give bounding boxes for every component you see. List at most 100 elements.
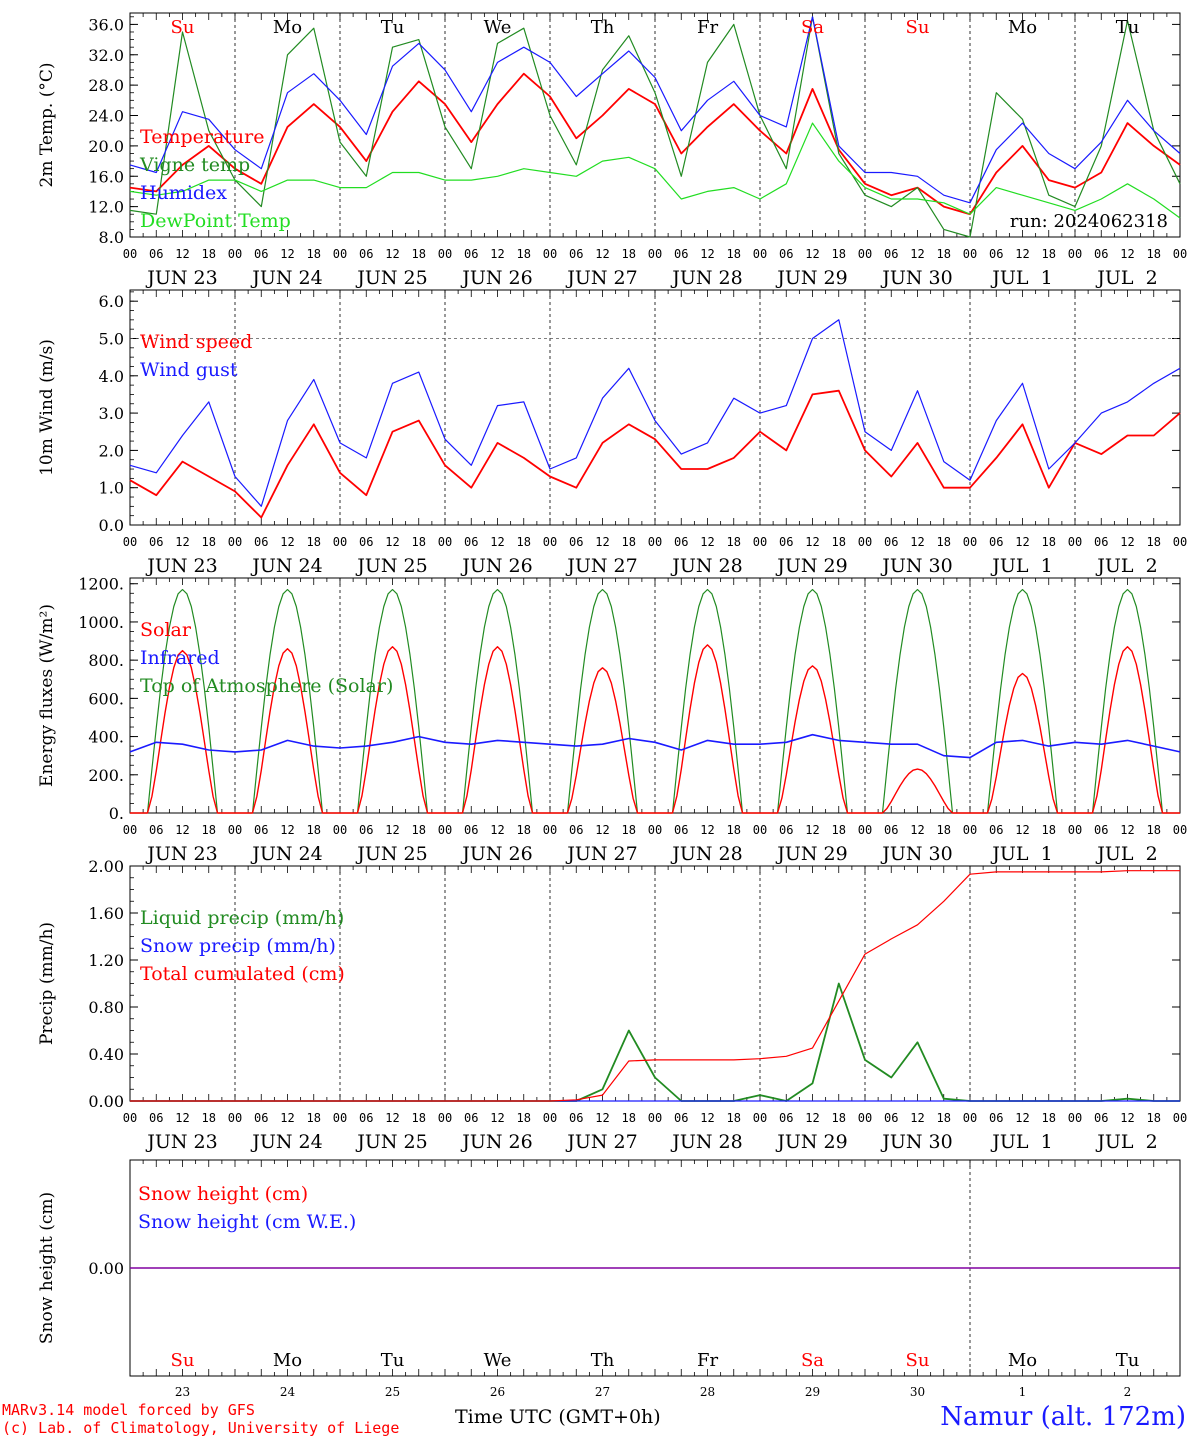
hour-tick-label: 12 [805, 535, 819, 549]
hour-tick-label: 12 [700, 247, 714, 261]
hour-tick-label: 00 [333, 247, 347, 261]
hour-tick-label: 12 [1015, 535, 1029, 549]
hour-tick-label: 06 [569, 535, 583, 549]
humidex-line [129, 16, 1181, 204]
hour-tick-label: 12 [175, 823, 189, 837]
legend-entry: Total cumulated (cm) [140, 963, 345, 985]
hour-tick-label: 12 [910, 1111, 924, 1125]
hour-tick-label: 18 [202, 535, 216, 549]
hour-tick-label: 06 [569, 823, 583, 837]
y-tick-label: 20.0 [88, 137, 124, 156]
hour-tick-label: 12 [280, 535, 294, 549]
y-tick-label: 28.0 [88, 76, 124, 95]
hour-tick-label: 00 [543, 823, 557, 837]
y-tick-label: 0.0 [99, 516, 124, 535]
hour-tick-label: 18 [622, 247, 636, 261]
hour-tick-label: 00 [333, 823, 347, 837]
hour-tick-label: 06 [464, 535, 478, 549]
hour-tick-label: 00 [123, 535, 137, 549]
date-label: JUL 2 [1095, 555, 1157, 577]
hour-tick-label: 12 [1120, 535, 1134, 549]
day-number: 24 [280, 1385, 296, 1399]
hour-tick-label: 00 [438, 535, 452, 549]
hour-tick-label: 18 [727, 535, 741, 549]
date-label: JUN 28 [670, 1131, 742, 1153]
date-label: JUN 26 [460, 555, 532, 577]
hour-tick-label: 00 [1068, 535, 1082, 549]
credit-line-lab: (c) Lab. of Climatology, University of L… [2, 1419, 400, 1437]
day-number: 29 [805, 1385, 820, 1399]
y-tick-label: 5.0 [99, 329, 124, 348]
date-label: JUN 29 [775, 267, 847, 289]
y-tick-label: 1200. [78, 575, 124, 594]
legend-entry: Snow precip (mm/h) [140, 935, 336, 957]
hour-tick-label: 00 [228, 247, 242, 261]
y-tick-label: 2.00 [88, 857, 124, 876]
y-axis-label: Snow height (cm) [37, 1192, 57, 1344]
hour-tick-label: 06 [359, 535, 373, 549]
day-abbr-bottom: Su [171, 1350, 195, 1371]
dewpoint-temp-line [129, 122, 1181, 219]
day-abbr-bottom: Tu [1116, 1350, 1140, 1371]
date-label: JUN 27 [565, 1131, 637, 1153]
legend-entry: Solar [140, 619, 192, 641]
hour-tick-label: 00 [1173, 823, 1187, 837]
infrared-line [129, 733, 1181, 759]
hour-tick-label: 18 [202, 823, 216, 837]
hour-tick-label: 18 [622, 535, 636, 549]
hour-tick-label: 12 [700, 1111, 714, 1125]
solar-line [130, 644, 1180, 814]
panel-4: 0.00 0.40 0.80 1.20 1.60 2.00 Precip (mm/h) Liq… [37, 857, 1187, 1153]
total-cumulated-cm-line [130, 870, 1180, 1102]
panel-1: 8.0 12.0 16.0 20.0 24.0 28.0 32.0 36.0 2m Temp. … [37, 12, 1187, 289]
hour-tick-label: 06 [254, 535, 268, 549]
hour-tick-label: 06 [254, 247, 268, 261]
hour-tick-label: 12 [1120, 1111, 1134, 1125]
hour-tick-label: 12 [1015, 1111, 1029, 1125]
hour-tick-label: 00 [858, 535, 872, 549]
day-abbr-bottom: Su [906, 1350, 930, 1371]
hour-tick-label: 00 [1068, 247, 1082, 261]
date-label: JUL 1 [990, 1131, 1052, 1153]
hour-tick-label: 18 [727, 823, 741, 837]
date-label: JUN 30 [880, 267, 952, 289]
date-label: JUN 26 [460, 843, 532, 865]
hour-tick-label: 12 [280, 247, 294, 261]
date-label: JUN 27 [565, 555, 637, 577]
hour-tick-label: 06 [1094, 247, 1108, 261]
y-tick-label: 0. [109, 804, 124, 823]
hour-tick-label: 00 [858, 1111, 872, 1125]
toa-solar-line [130, 588, 1180, 814]
hour-tick-label: 18 [1042, 535, 1056, 549]
hour-tick-label: 12 [595, 823, 609, 837]
hour-tick-label: 00 [858, 247, 872, 261]
hour-tick-label: 18 [937, 823, 951, 837]
hour-tick-label: 12 [175, 247, 189, 261]
temperature-line [129, 72, 1181, 216]
date-label: JUN 26 [460, 1131, 532, 1153]
y-tick-label: 600. [88, 689, 124, 708]
hour-tick-label: 00 [648, 535, 662, 549]
hour-tick-label: 00 [963, 535, 977, 549]
hour-tick-label: 00 [438, 823, 452, 837]
date-label: JUN 28 [670, 843, 742, 865]
hour-tick-label: 00 [963, 823, 977, 837]
hour-tick-label: 18 [307, 1111, 321, 1125]
hour-tick-label: 06 [254, 823, 268, 837]
hour-tick-label: 12 [805, 1111, 819, 1125]
day-number: 28 [700, 1385, 715, 1399]
hour-tick-label: 00 [648, 247, 662, 261]
hour-tick-label: 06 [464, 1111, 478, 1125]
hour-tick-label: 00 [648, 1111, 662, 1125]
date-label: JUL 1 [990, 555, 1052, 577]
date-label: JUN 28 [670, 555, 742, 577]
hour-tick-label: 12 [175, 535, 189, 549]
model-credit: MARv3.14 model forced by GFS (c) Lab. of… [2, 1401, 399, 1437]
day-number: 25 [385, 1385, 400, 1399]
day-abbr-bottom: Th [591, 1350, 615, 1371]
hour-tick-label: 06 [884, 823, 898, 837]
legend-entry: Snow height (cm) [138, 1183, 308, 1205]
day-abbr-bottom: Tu [381, 1350, 405, 1371]
station-label: Namur (alt. 172m) [940, 1402, 1186, 1432]
hour-tick-label: 00 [1173, 535, 1187, 549]
